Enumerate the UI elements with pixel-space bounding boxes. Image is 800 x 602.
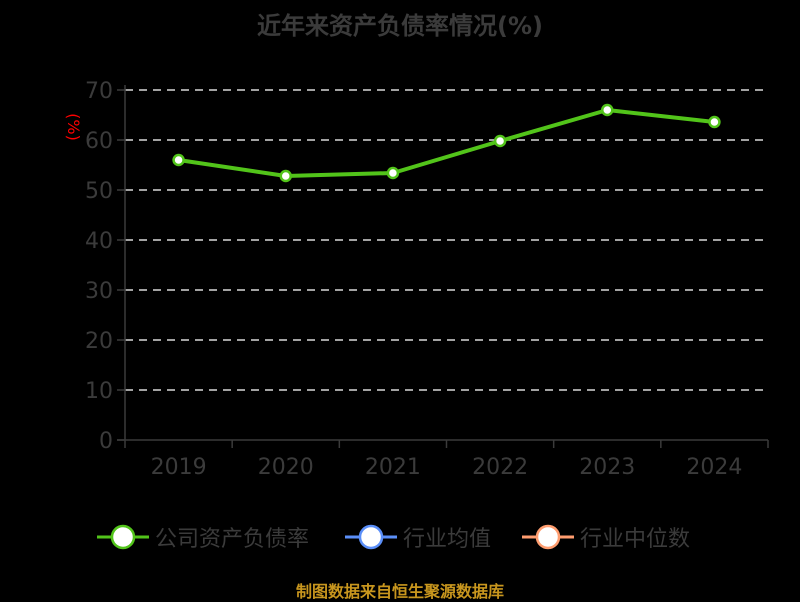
data-point[interactable] bbox=[172, 153, 185, 167]
y-tick-label: 20 bbox=[85, 329, 113, 354]
y-tick-label: 0 bbox=[99, 429, 113, 454]
y-tick-label: 40 bbox=[85, 229, 113, 254]
legend-item-industry-mean[interactable]: 行业均值 bbox=[345, 520, 491, 554]
chart-legend: 公司资产负债率 行业均值 行业中位数 bbox=[0, 520, 800, 554]
data-point[interactable] bbox=[386, 166, 400, 180]
legend-marker-icon bbox=[522, 524, 574, 550]
data-point[interactable] bbox=[279, 169, 292, 183]
x-tick-label: 2022 bbox=[472, 455, 528, 480]
x-tick-label: 2019 bbox=[151, 455, 207, 480]
y-tick-label: 60 bbox=[85, 129, 113, 154]
legend-label: 行业均值 bbox=[403, 527, 492, 552]
y-tick-label: 50 bbox=[85, 179, 113, 204]
x-tick-label: 2023 bbox=[579, 455, 635, 480]
x-tick-label: 2020 bbox=[258, 455, 314, 480]
legend-marker-icon bbox=[345, 524, 397, 550]
data-point[interactable] bbox=[601, 103, 614, 117]
legend-label: 公司资产负债率 bbox=[155, 527, 310, 552]
x-tick-label: 2021 bbox=[365, 455, 421, 480]
legend-marker-icon bbox=[97, 524, 149, 550]
chart-title: 近年来资产负债率情况(%) bbox=[257, 12, 543, 40]
legend-item-company[interactable]: 公司资产负债率 bbox=[97, 520, 309, 554]
y-tick-label: 10 bbox=[85, 379, 113, 404]
legend-item-industry-median[interactable]: 行业中位数 bbox=[522, 520, 690, 554]
series-line bbox=[178, 108, 715, 178]
data-point[interactable] bbox=[493, 134, 507, 148]
legend-label: 行业中位数 bbox=[580, 527, 691, 552]
data-point[interactable] bbox=[708, 115, 721, 129]
y-tick-label: 70 bbox=[85, 79, 113, 104]
x-tick-label: 2024 bbox=[686, 455, 742, 480]
y-axis-unit-label: (%) bbox=[64, 113, 83, 141]
y-tick-label: 30 bbox=[85, 279, 113, 304]
data-source-footer: 制图数据来自恒生聚源数据库 bbox=[295, 582, 504, 601]
